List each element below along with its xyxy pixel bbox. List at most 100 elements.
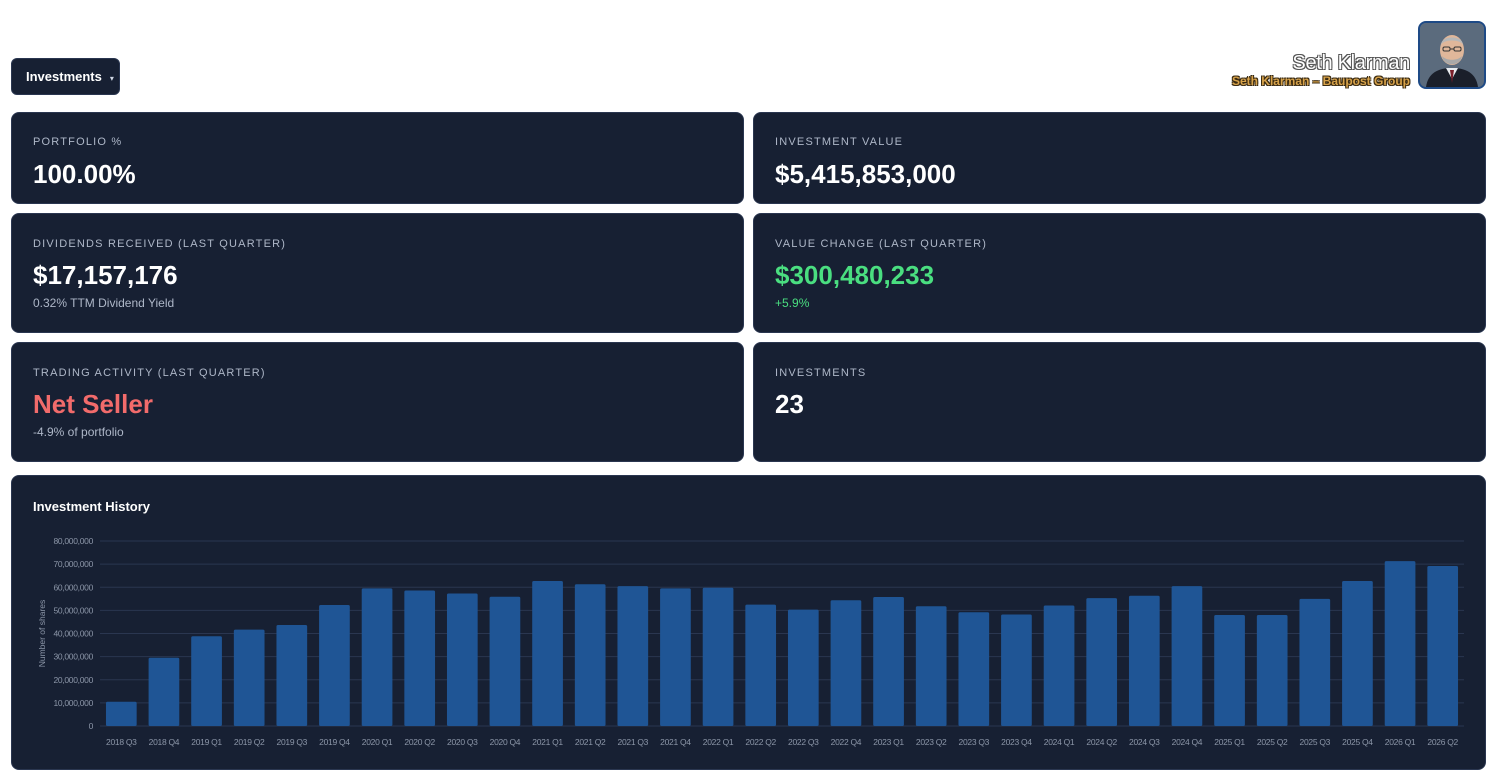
bar xyxy=(1427,565,1459,726)
bar xyxy=(1256,615,1288,726)
x-tick-label: 2023 Q3 xyxy=(959,737,990,747)
bar xyxy=(1001,614,1032,726)
bar xyxy=(1171,586,1203,726)
x-tick-label: 2026 Q1 xyxy=(1385,737,1416,747)
profile-header: Seth Klarman Seth Klarman – Baupost Grou… xyxy=(1232,21,1486,89)
investments-count-label: INVESTMENTS xyxy=(775,367,867,379)
x-tick-label: 2020 Q1 xyxy=(362,737,393,747)
bar xyxy=(489,596,521,726)
x-tick-label: 2022 Q2 xyxy=(745,737,776,747)
avatar xyxy=(1418,21,1486,89)
x-tick-label: 2025 Q3 xyxy=(1300,737,1331,747)
bar xyxy=(1384,561,1416,726)
x-tick-label: 2020 Q2 xyxy=(404,737,435,747)
x-tick-label: 2019 Q2 xyxy=(234,737,265,747)
x-tick-label: 2023 Q4 xyxy=(1001,737,1032,747)
x-tick-label: 2022 Q3 xyxy=(788,737,819,747)
x-tick-label: 2025 Q2 xyxy=(1257,737,1288,747)
bar xyxy=(958,612,990,726)
value-change-card: VALUE CHANGE (LAST QUARTER) $300,480,233… xyxy=(753,213,1486,333)
value-change-label: VALUE CHANGE (LAST QUARTER) xyxy=(775,238,988,250)
bar xyxy=(191,636,222,726)
bar xyxy=(1086,598,1118,726)
portfolio-value: 100.00% xyxy=(33,159,136,189)
trading-activity-label: TRADING ACTIVITY (LAST QUARTER) xyxy=(33,367,266,379)
investments-count-card: INVESTMENTS 23 xyxy=(753,342,1486,462)
chevron-down-icon: ▾ xyxy=(109,73,114,83)
portfolio-card: PORTFOLIO % 100.00% xyxy=(11,112,744,204)
bar xyxy=(1128,595,1160,726)
dropdown-label: Investments xyxy=(26,69,102,84)
dividend-yield: 0.32% TTM Dividend Yield xyxy=(33,296,175,310)
bar xyxy=(148,657,180,726)
bar xyxy=(1043,605,1075,726)
investment-history-chart: 0 10,000,000 20,000,000 30,000,000 40,000,00… xyxy=(37,536,1464,747)
bar xyxy=(446,593,478,726)
investment-value-label: INVESTMENT VALUE xyxy=(775,136,904,148)
x-tick-label: 2022 Q1 xyxy=(703,737,734,747)
profile-subtitle: Seth Klarman – Baupost Group xyxy=(1231,74,1410,88)
x-tick-label: 2024 Q1 xyxy=(1044,737,1075,747)
investment-history-card: Investment History 0 10,000,000 20,000,000… xyxy=(11,475,1486,770)
x-tick-label: 2022 Q4 xyxy=(831,737,862,747)
trading-activity-card: TRADING ACTIVITY (LAST QUARTER) Net Sell… xyxy=(11,342,744,462)
y-tick-label: 0 xyxy=(89,721,94,731)
bar xyxy=(105,701,137,726)
y-tick-label: 30,000,000 xyxy=(53,652,93,662)
y-tick-label: 20,000,000 xyxy=(53,675,93,685)
y-tick-label: 40,000,000 xyxy=(53,629,93,639)
y-tick-label: 50,000,000 xyxy=(53,605,93,615)
chart-title: Investment History xyxy=(33,499,151,514)
profile-name: Seth Klarman xyxy=(1292,52,1410,74)
trading-activity-sub: -4.9% of portfolio xyxy=(33,425,124,439)
bar xyxy=(361,588,393,726)
x-tick-label: 2020 Q4 xyxy=(490,737,521,747)
x-tick-label: 2023 Q1 xyxy=(873,737,904,747)
y-tick-label: 60,000,000 xyxy=(53,582,93,592)
dividends-value: $17,157,176 xyxy=(33,260,178,290)
bar xyxy=(617,586,649,726)
x-tick-label: 2023 Q2 xyxy=(916,737,947,747)
bar xyxy=(830,600,862,726)
x-tick-label: 2024 Q2 xyxy=(1086,737,1117,747)
x-tick-label: 2021 Q3 xyxy=(618,737,649,747)
x-tick-label: 2024 Q3 xyxy=(1129,737,1160,747)
bar xyxy=(787,609,819,726)
value-change-value: $300,480,233 xyxy=(775,260,935,290)
bar xyxy=(873,596,904,726)
x-tick-label: 2021 Q1 xyxy=(532,737,563,747)
x-tick-label: 2019 Q3 xyxy=(277,737,308,747)
bar xyxy=(915,606,947,726)
y-tick-label: 70,000,000 xyxy=(53,559,93,569)
bar xyxy=(1342,581,1373,726)
y-axis-label: Number of shares xyxy=(37,600,47,668)
x-tick-label: 2021 Q4 xyxy=(660,737,691,747)
x-tick-label: 2024 Q4 xyxy=(1172,737,1203,747)
bar xyxy=(404,590,436,726)
investments-dropdown[interactable]: Investments ▾ xyxy=(11,58,120,95)
x-tick-label: 2025 Q1 xyxy=(1214,737,1245,747)
investment-value-card: INVESTMENT VALUE $5,415,853,000 xyxy=(753,112,1486,204)
trading-activity-value: Net Seller xyxy=(33,389,153,419)
investment-value: $5,415,853,000 xyxy=(775,159,956,189)
x-tick-label: 2025 Q4 xyxy=(1342,737,1373,747)
x-tick-label: 2018 Q3 xyxy=(106,737,137,747)
bar xyxy=(1299,598,1331,726)
bar xyxy=(319,605,350,726)
bar xyxy=(532,581,563,726)
dividends-card: DIVIDENDS RECEIVED (LAST QUARTER) $17,15… xyxy=(11,213,744,333)
person-photo-icon xyxy=(1420,23,1484,87)
value-change-percent: +5.9% xyxy=(775,296,810,310)
investments-count-value: 23 xyxy=(775,389,804,419)
bar xyxy=(233,629,265,726)
dividends-label: DIVIDENDS RECEIVED (LAST QUARTER) xyxy=(33,238,287,250)
bar xyxy=(745,604,777,726)
x-tick-label: 2018 Q4 xyxy=(149,737,180,747)
x-tick-label: 2021 Q2 xyxy=(575,737,606,747)
portfolio-label: PORTFOLIO % xyxy=(33,136,123,148)
x-tick-label: 2019 Q4 xyxy=(319,737,350,747)
bar xyxy=(276,624,308,726)
y-tick-label: 10,000,000 xyxy=(53,698,93,708)
x-tick-label: 2019 Q1 xyxy=(191,737,222,747)
bar xyxy=(1214,615,1245,726)
